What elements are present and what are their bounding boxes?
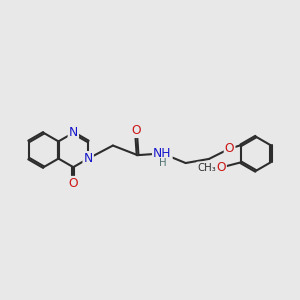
Text: O: O [225, 142, 234, 155]
Text: CH₃: CH₃ [197, 163, 216, 172]
Text: N: N [69, 126, 78, 139]
Text: NH: NH [153, 147, 172, 160]
Text: O: O [216, 161, 226, 174]
Text: H: H [159, 158, 167, 168]
Text: O: O [68, 177, 78, 190]
Text: N: N [84, 152, 93, 165]
Text: O: O [131, 124, 141, 137]
